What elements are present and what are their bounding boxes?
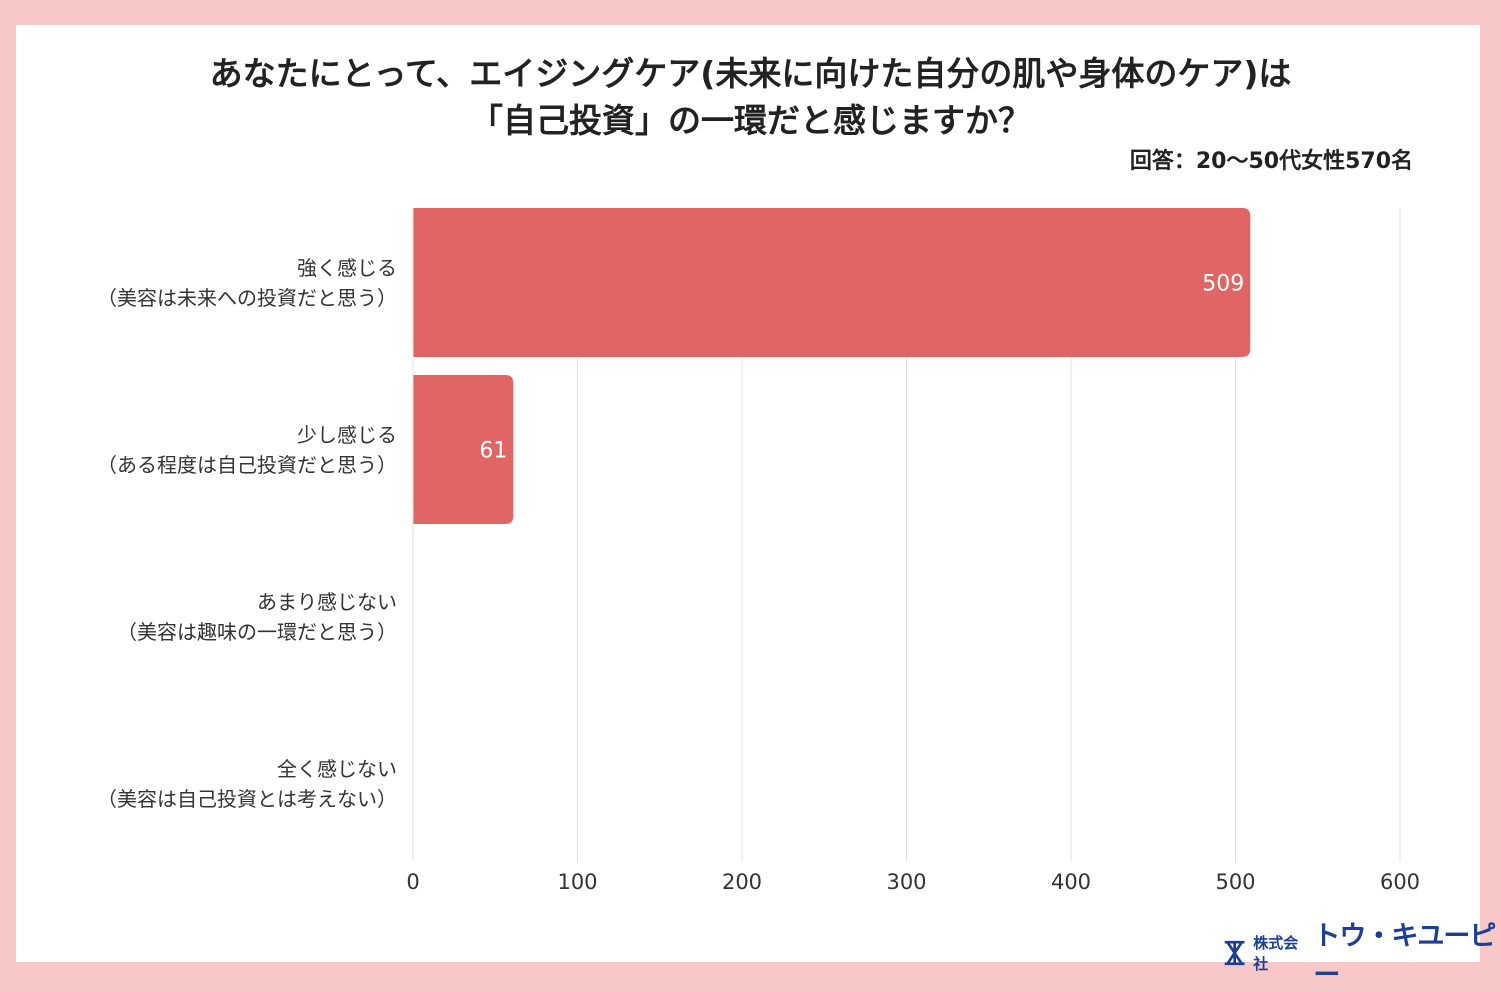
category-main: 少し感じる <box>297 422 397 447</box>
category-label: 全く感じない （美容は自己投資とは考えない） <box>97 754 397 814</box>
company-logo: 株式会社 トウ・キユーピー <box>1222 914 1501 992</box>
x-tick-label: 400 <box>1051 870 1091 894</box>
data-label: 61 <box>479 439 507 464</box>
category-main: 強く感じる <box>297 255 397 280</box>
category-label: 少し感じる （ある程度は自己投資だと思う） <box>97 420 397 480</box>
x-tick-label: 0 <box>406 870 419 894</box>
x-tick-label: 500 <box>1215 870 1255 894</box>
category-label: あまり感じない （美容は趣味の一環だと思う） <box>117 587 397 647</box>
category-sub: （美容は自己投資とは考えない） <box>97 786 397 811</box>
logo-mark-icon <box>1224 940 1245 966</box>
data-label: 509 <box>1202 272 1244 297</box>
category-sub: （美容は未来への投資だと思う） <box>97 285 397 310</box>
category-sub: （美容は趣味の一環だと思う） <box>117 619 397 644</box>
logo-company-prefix: 株式会社 <box>1253 934 1299 973</box>
category-sub: （ある程度は自己投資だと思う） <box>97 452 397 477</box>
respondent-note: 回答：20〜50代女性570名 <box>1129 149 1413 174</box>
logo-company-name: トウ・キユーピー <box>1313 921 1496 991</box>
x-tick-label: 100 <box>557 870 597 894</box>
chart-title-line-1: あなたにとって、エイジングケア(未来に向けた自分の肌や身体のケア)は <box>209 54 1292 93</box>
x-tick-label: 300 <box>886 870 926 894</box>
bar <box>413 208 1251 357</box>
category-main: 全く感じない <box>277 756 397 781</box>
x-tick-label: 200 <box>722 870 762 894</box>
chart-title-line-2: 「自己投資」の一環だと感じますか？ <box>470 101 1031 140</box>
category-main: あまり感じない <box>257 589 397 614</box>
category-label: 強く感じる （美容は未来への投資だと思う） <box>97 253 397 313</box>
bar <box>413 375 514 524</box>
x-tick-label: 600 <box>1380 870 1420 894</box>
